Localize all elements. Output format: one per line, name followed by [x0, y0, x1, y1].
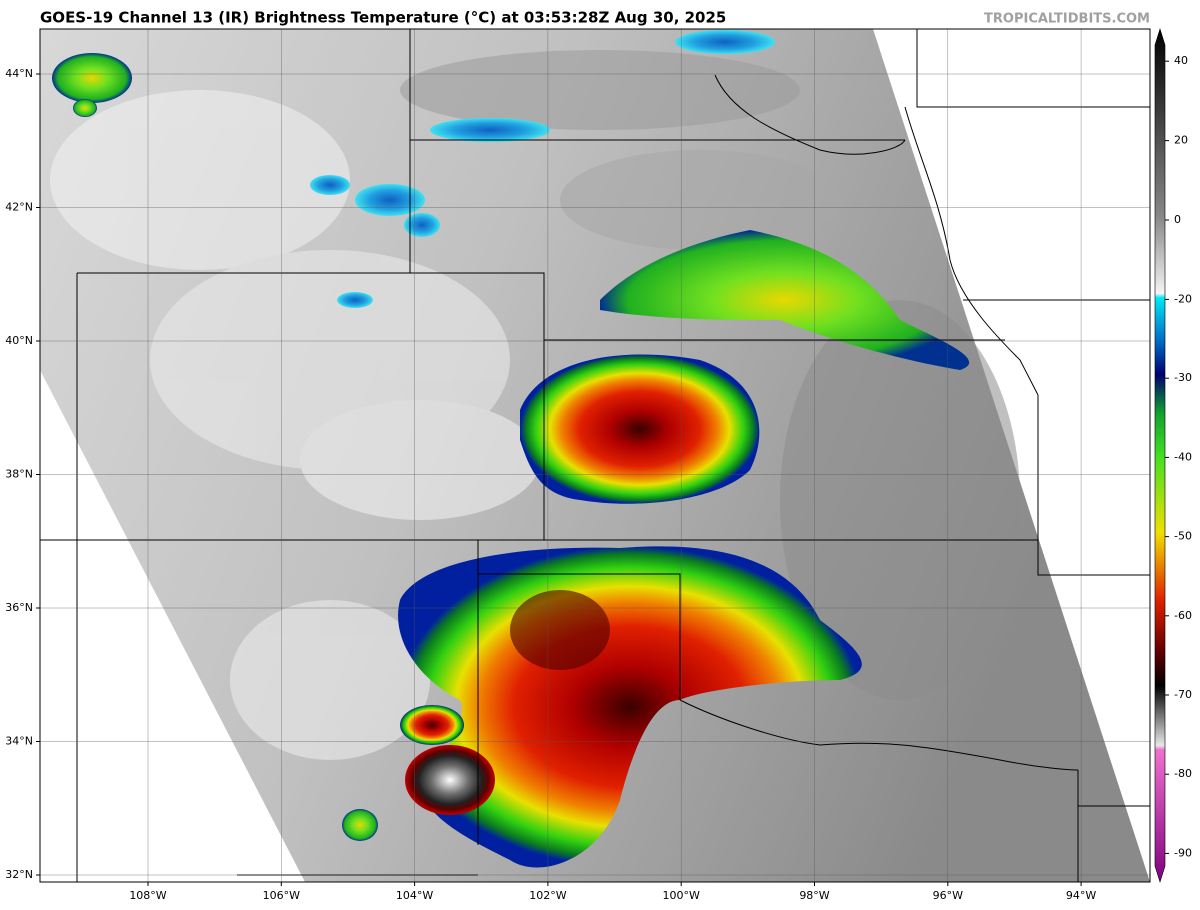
- colorbar-tick-label: -80: [1174, 767, 1192, 780]
- storm-cell: [52, 53, 132, 103]
- lon-label: 100°W: [663, 889, 700, 902]
- colorbar-ticks: 40 20 0 -20 -30 -40 -50 -60 -70 -80 -90: [1165, 54, 1192, 859]
- storm-cell: [73, 99, 97, 117]
- lat-label: 38°N: [5, 468, 33, 481]
- lon-label: 106°W: [263, 889, 300, 902]
- lon-label: 96°W: [933, 889, 963, 902]
- storm-cell: [310, 175, 350, 195]
- lon-label: 108°W: [129, 889, 166, 902]
- lon-label: 94°W: [1066, 889, 1096, 902]
- colorbar-tick-label: -90: [1174, 846, 1192, 859]
- colorbar-tick-label: -60: [1174, 609, 1192, 622]
- storms: [52, 30, 970, 868]
- colorbar-tick-label: -70: [1174, 688, 1192, 701]
- lat-label: 32°N: [5, 868, 33, 881]
- title: GOES-19 Channel 13 (IR) Brightness Tempe…: [40, 9, 726, 27]
- lat-label: 44°N: [5, 67, 33, 80]
- lon-label: 102°W: [529, 889, 566, 902]
- cloud-texture: [50, 50, 1020, 760]
- watermark: TROPICALTIDBITS.COM: [984, 12, 1150, 27]
- lon-label: 98°W: [799, 889, 829, 902]
- storm-kansas: [520, 354, 760, 504]
- storm-nebraska: [600, 230, 970, 370]
- colorbar-tick-label: -50: [1174, 530, 1192, 543]
- map-frame: [39, 28, 1151, 883]
- lat-label: 40°N: [5, 334, 33, 347]
- storm-cell: [404, 213, 440, 237]
- lat-label: 34°N: [5, 735, 33, 748]
- colorbar-tick-label: -30: [1174, 371, 1192, 384]
- storm-cell: [337, 292, 373, 308]
- storm-cell: [355, 184, 425, 216]
- cold-core: [510, 590, 610, 670]
- cold-top: [405, 745, 495, 815]
- colorbar-tick-label: 40: [1174, 54, 1188, 67]
- lat-label: 36°N: [5, 601, 33, 614]
- colorbar-tick-label: 20: [1174, 134, 1188, 147]
- lon-label: 104°W: [396, 889, 433, 902]
- map: [40, 29, 1150, 882]
- colorbar-tick-label: 0: [1174, 213, 1181, 226]
- storm-cell: [342, 809, 378, 841]
- storm-cell: [675, 30, 775, 54]
- colorbar: [1154, 27, 1166, 884]
- colorbar-tick-label: -40: [1174, 450, 1192, 463]
- storm-cell: [430, 118, 550, 142]
- borders: [40, 29, 1150, 882]
- storm-cell: [400, 705, 464, 745]
- colorbar-tick-label: -20: [1174, 292, 1192, 305]
- lat-label: 42°N: [5, 201, 33, 214]
- graticule: [40, 29, 1150, 882]
